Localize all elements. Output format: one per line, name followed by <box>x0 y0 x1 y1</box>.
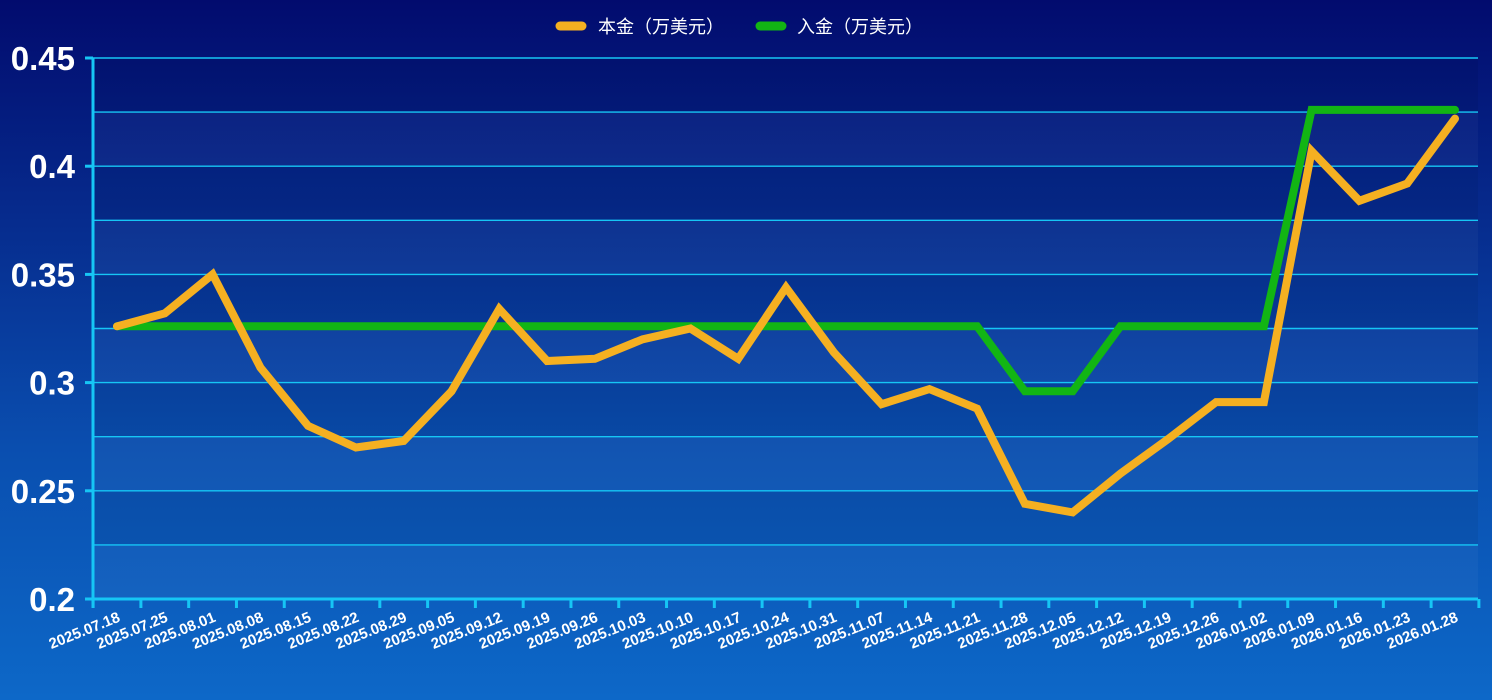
plot-band <box>93 58 1478 113</box>
y-tick-label: 0.2 <box>29 581 75 618</box>
y-tick-label: 0.4 <box>29 148 76 185</box>
axes <box>85 58 1478 608</box>
plot-band <box>93 490 1478 545</box>
plot-band <box>93 166 1478 221</box>
y-tick-label: 0.35 <box>11 256 75 293</box>
y-tick-label: 0.25 <box>11 473 75 510</box>
series-lines <box>113 105 1459 517</box>
legend-label: 本金（万美元） <box>598 17 724 38</box>
x-axis-ticks: 2025.07.182025.07.252025.08.012025.08.08… <box>47 599 1481 653</box>
plot-band <box>93 112 1478 166</box>
y-axis-ticks: 0.2 0.25 0.3 0.35 0.4 0.45 <box>11 40 93 618</box>
series-line-principal <box>113 114 1459 517</box>
series-line-deposit <box>113 105 1459 396</box>
y-tick-label: 0.3 <box>29 365 75 402</box>
plot-band <box>93 220 1478 274</box>
plot-area <box>93 58 1478 599</box>
legend-label: 入金（万美元） <box>797 17 923 38</box>
plot-band <box>93 437 1478 491</box>
plot-band <box>93 545 1478 599</box>
y-tick-label: 0.45 <box>11 40 75 77</box>
legend: 本金（万美元） 入金（万美元） <box>555 17 923 38</box>
plot-band <box>93 382 1478 437</box>
